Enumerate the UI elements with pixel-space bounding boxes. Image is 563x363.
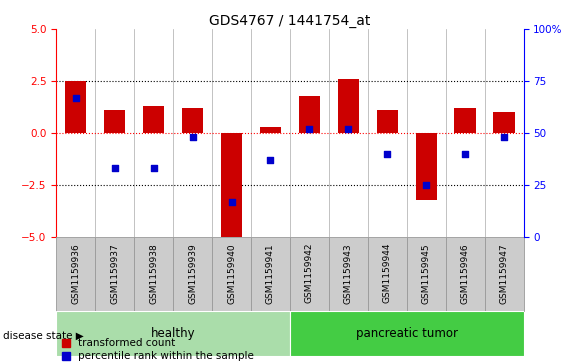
FancyBboxPatch shape (95, 237, 134, 311)
Point (344, 126, 353, 132)
FancyBboxPatch shape (56, 237, 95, 311)
FancyBboxPatch shape (446, 237, 485, 311)
Text: disease state ▶: disease state ▶ (3, 331, 83, 341)
Bar (338, 79, 359, 133)
Bar (143, 106, 164, 133)
Text: GSM1159943: GSM1159943 (344, 243, 353, 303)
Point (110, 166, 119, 171)
FancyBboxPatch shape (56, 311, 290, 356)
Point (227, 199, 236, 204)
Point (461, 151, 470, 157)
Point (305, 126, 314, 132)
Text: GSM1159944: GSM1159944 (383, 243, 392, 303)
Text: GSM1159941: GSM1159941 (266, 243, 275, 303)
FancyBboxPatch shape (329, 237, 368, 311)
FancyBboxPatch shape (406, 237, 446, 311)
Point (149, 166, 158, 171)
Bar (299, 95, 320, 133)
FancyBboxPatch shape (251, 237, 290, 311)
FancyBboxPatch shape (368, 237, 406, 311)
Text: GSM1159942: GSM1159942 (305, 243, 314, 303)
Text: GSM1159945: GSM1159945 (422, 243, 431, 303)
Text: GSM1159936: GSM1159936 (72, 243, 81, 303)
FancyBboxPatch shape (290, 237, 329, 311)
Point (422, 182, 431, 188)
Bar (182, 108, 203, 133)
FancyBboxPatch shape (173, 237, 212, 311)
Bar (65, 81, 87, 133)
FancyBboxPatch shape (485, 237, 524, 311)
FancyBboxPatch shape (212, 237, 251, 311)
FancyBboxPatch shape (134, 237, 173, 311)
FancyBboxPatch shape (290, 311, 524, 356)
Bar (454, 108, 476, 133)
Point (266, 157, 275, 163)
Text: GSM1159940: GSM1159940 (227, 243, 236, 303)
Bar (221, 133, 242, 237)
Bar (377, 110, 398, 133)
Title: GDS4767 / 1441754_at: GDS4767 / 1441754_at (209, 14, 370, 28)
Text: GSM1159947: GSM1159947 (499, 243, 508, 303)
Bar (260, 127, 281, 133)
Point (499, 134, 508, 140)
Bar (415, 133, 437, 200)
Text: GSM1159939: GSM1159939 (188, 243, 197, 303)
Text: GSM1159938: GSM1159938 (149, 243, 158, 303)
Text: healthy: healthy (151, 327, 195, 340)
Bar (104, 110, 126, 133)
Legend: transformed count, percentile rank within the sample: transformed count, percentile rank withi… (61, 338, 254, 362)
Bar (493, 112, 515, 133)
Point (383, 151, 392, 157)
Text: GSM1159946: GSM1159946 (461, 243, 470, 303)
Point (72, 95, 81, 101)
Point (188, 134, 197, 140)
Text: GSM1159937: GSM1159937 (110, 243, 119, 303)
Text: pancreatic tumor: pancreatic tumor (356, 327, 458, 340)
